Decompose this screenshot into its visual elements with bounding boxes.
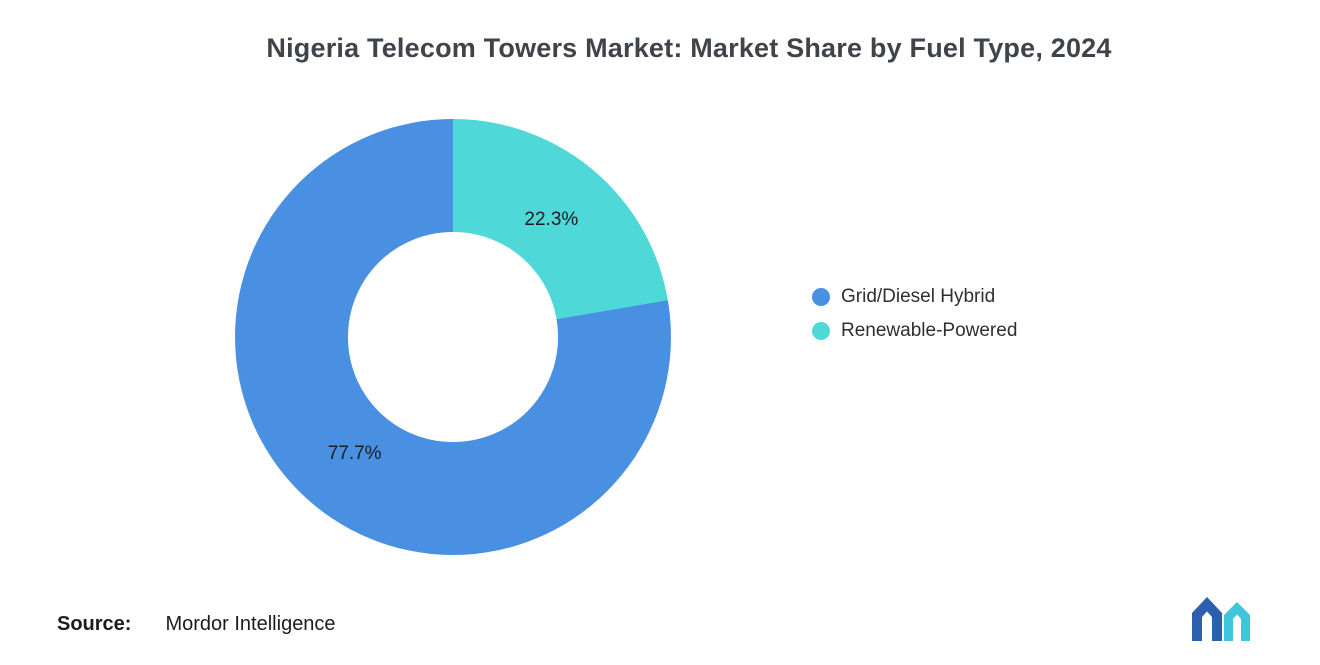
legend-label-renewable-powered: Renewable-Powered xyxy=(841,320,1018,341)
legend-dot-renewable-powered-icon xyxy=(812,322,830,340)
logo-teal-shape xyxy=(1224,602,1250,641)
legend-dot-grid-diesel-hybrid-icon xyxy=(812,288,830,306)
slice-label-renewable-powered: 22.3% xyxy=(524,209,579,231)
source-label: Source: xyxy=(57,613,132,635)
source-value: Mordor Intelligence xyxy=(165,613,336,635)
chart-title: Nigeria Telecom Towers Market: Market Sh… xyxy=(266,33,1112,63)
donut-hole xyxy=(348,232,558,442)
legend-item-renewable-powered[interactable]: Renewable-Powered xyxy=(812,320,1017,342)
legend-label-grid-diesel-hybrid: Grid/Diesel Hybrid xyxy=(841,286,996,307)
legend-item-grid-diesel-hybrid[interactable]: Grid/Diesel Hybrid xyxy=(812,286,1017,308)
source-line: Source: Mordor Intelligence xyxy=(57,613,336,636)
slice-label-grid-diesel-hybrid: 77.7% xyxy=(327,442,382,464)
mordor-intelligence-logo xyxy=(1192,597,1250,641)
logo-blue-shape xyxy=(1192,597,1222,641)
donut-chart[interactable]: 22.3% 77.7% xyxy=(235,119,671,555)
legend: Grid/Diesel Hybrid Renewable-Powered xyxy=(812,286,1017,342)
